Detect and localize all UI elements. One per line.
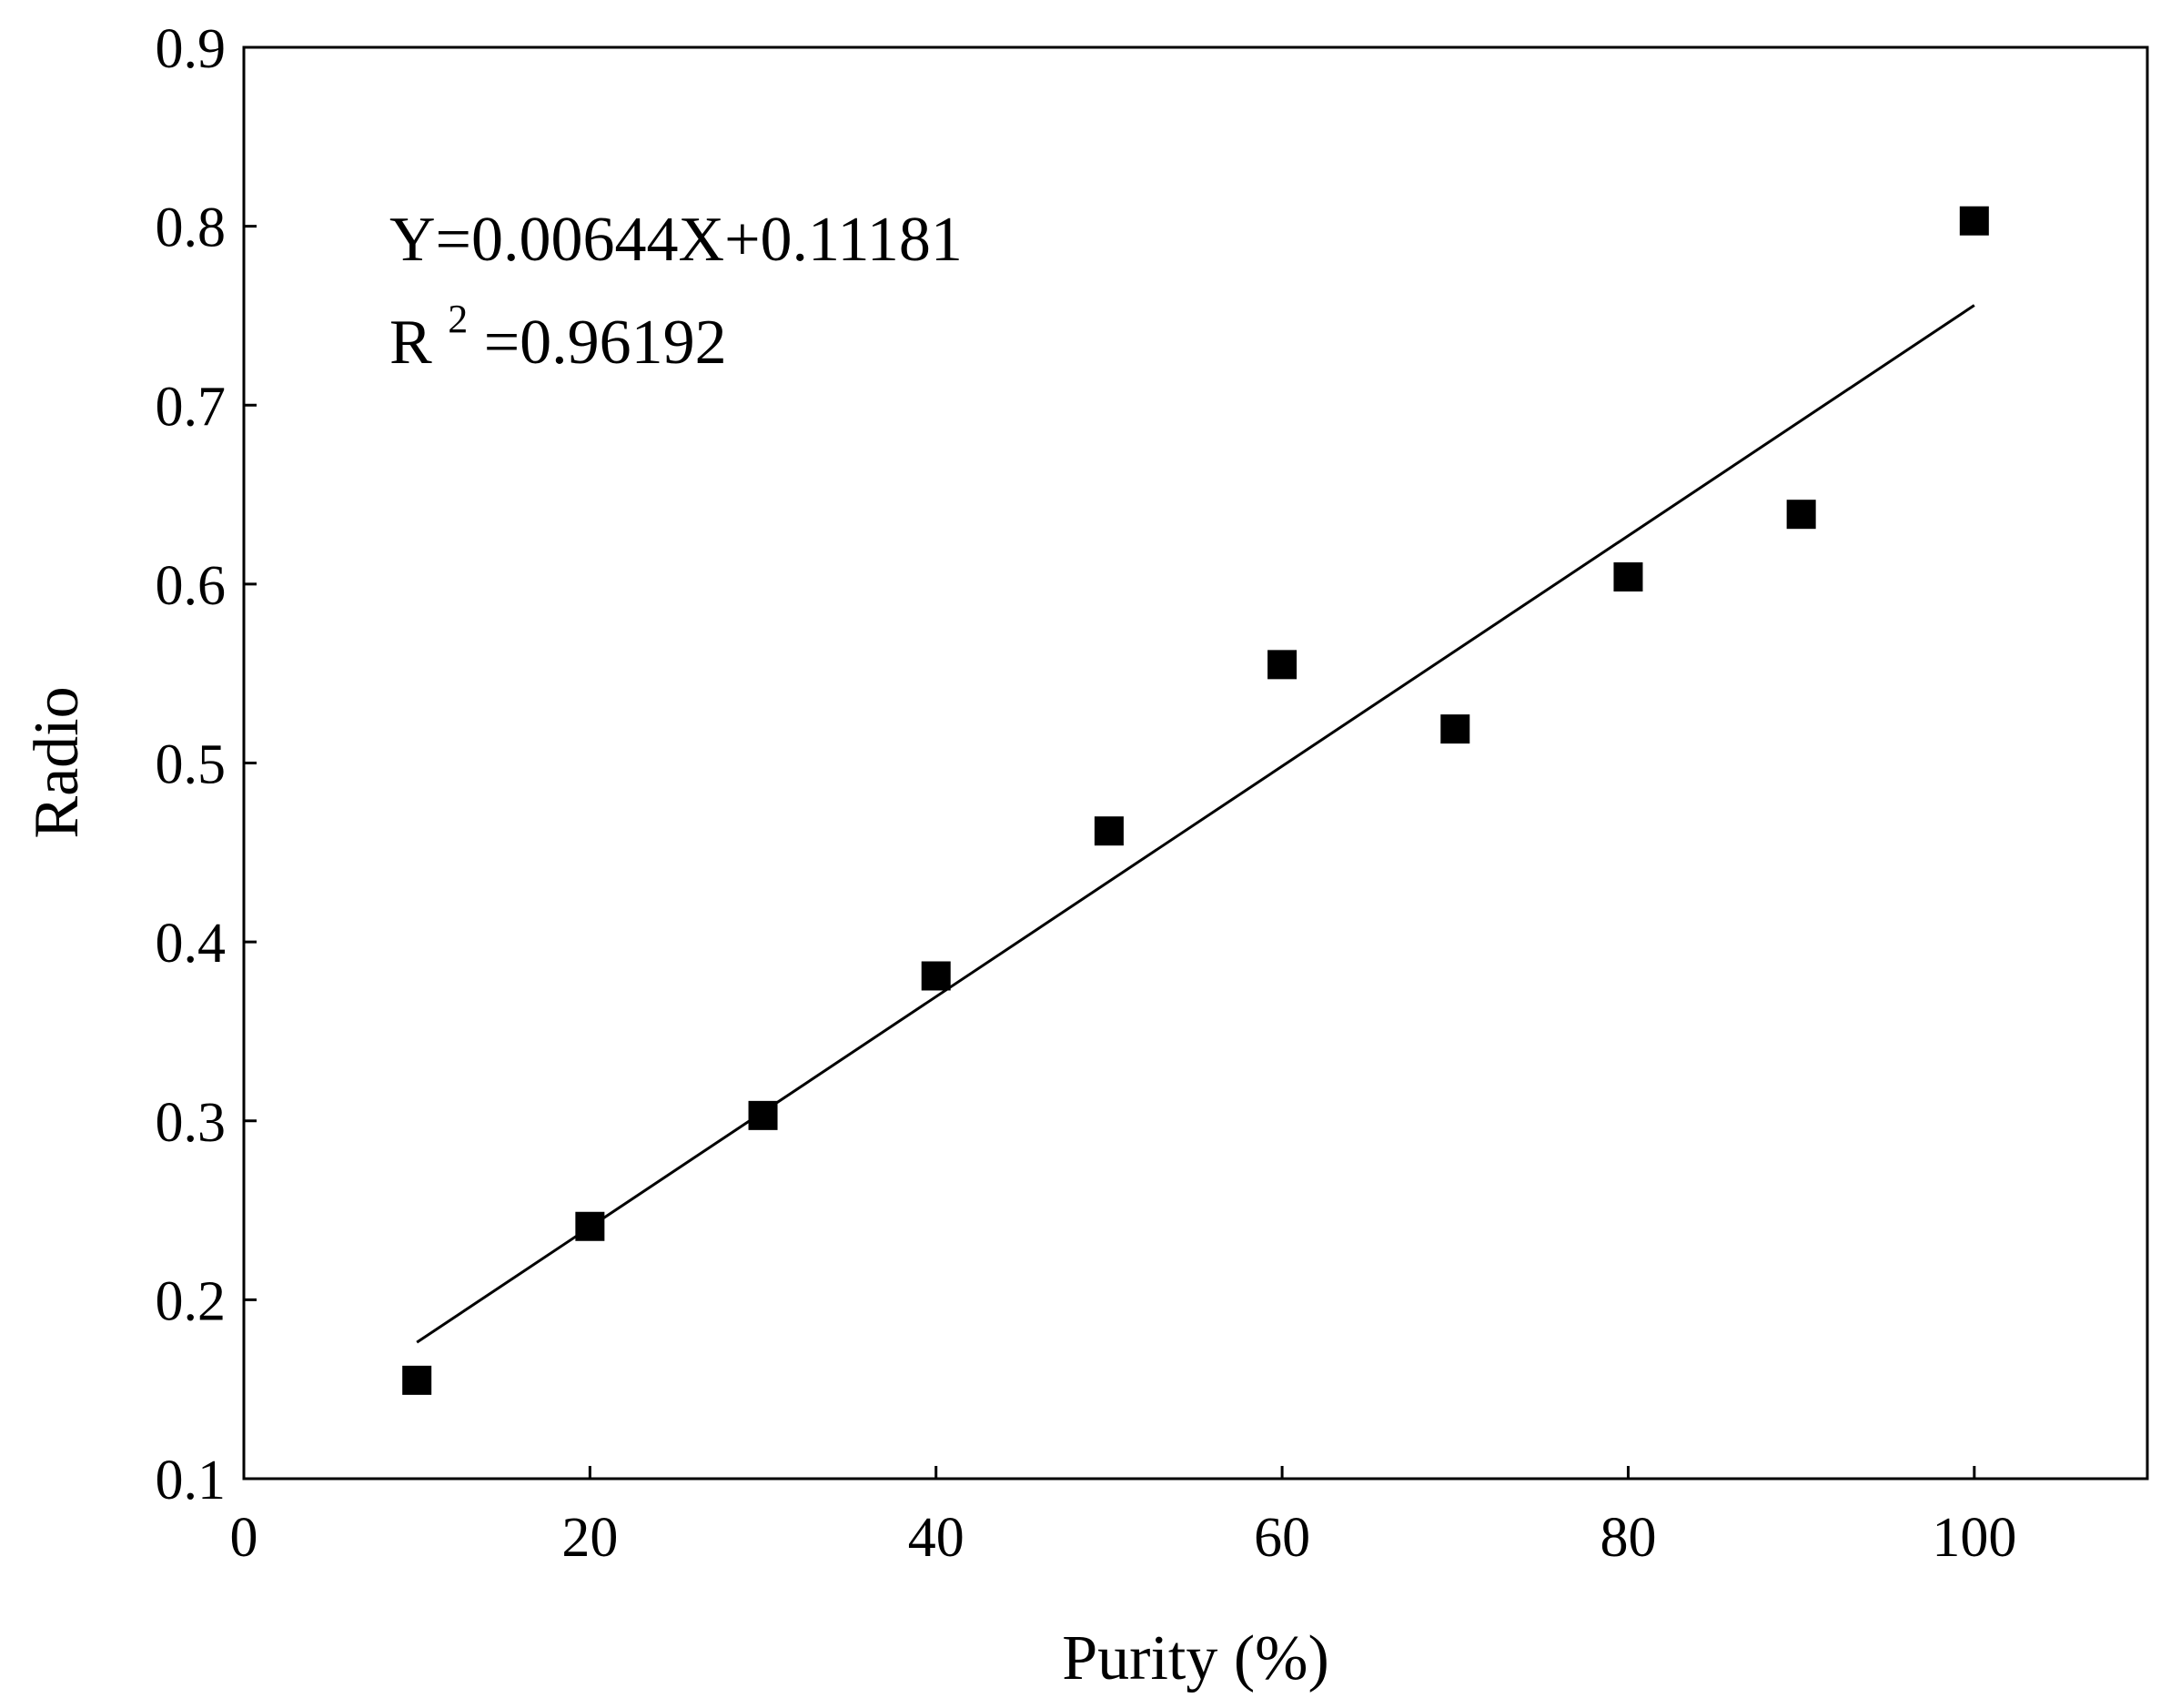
data-points-layer <box>402 206 1989 1395</box>
y-tick-label: 0.1 <box>156 1450 227 1511</box>
data-point <box>1094 816 1124 846</box>
x-tick-label: 100 <box>1932 1507 2016 1569</box>
data-point <box>1613 562 1643 592</box>
y-tick-label: 0.4 <box>156 913 227 975</box>
y-tick-label: 0.5 <box>156 734 227 796</box>
data-point <box>1440 714 1470 744</box>
r-squared-prefix: R <box>389 308 432 378</box>
data-point <box>748 1100 778 1130</box>
y-tick-label: 0.2 <box>156 1270 227 1332</box>
y-axis-ticks: 0.1 0.2 0.3 0.4 0.5 0.6 0.7 0.8 0.9 <box>156 18 257 1511</box>
regression-line <box>416 304 1975 1344</box>
data-point <box>1786 500 1816 530</box>
data-point <box>1959 206 1989 236</box>
y-tick-label: 0.8 <box>156 197 227 259</box>
x-tick-label: 80 <box>1600 1507 1656 1569</box>
r-squared-value: =0.96192 <box>484 308 727 378</box>
y-axis-label: Radio <box>22 686 92 838</box>
x-tick-label: 60 <box>1254 1507 1310 1569</box>
r-squared-annotation: R 2 =0.96192 <box>389 277 727 378</box>
x-tick-label: 40 <box>908 1507 964 1569</box>
data-point <box>921 961 951 991</box>
y-tick-label: 0.3 <box>156 1092 227 1154</box>
r-squared-exponent: 2 <box>448 297 468 341</box>
x-axis-ticks: 0 20 40 60 80 100 <box>230 1466 2016 1569</box>
fit-equation: Y=0.00644X+0.11181 <box>389 205 963 275</box>
x-axis-label: Purity (%) <box>1062 1623 1329 1693</box>
data-point <box>575 1211 605 1241</box>
regression-line-layer <box>416 304 1975 1344</box>
x-tick-label: 20 <box>561 1507 618 1569</box>
y-tick-label: 0.7 <box>156 376 227 438</box>
data-point <box>402 1365 432 1395</box>
y-tick-label: 0.9 <box>156 18 227 80</box>
data-point <box>1267 650 1297 680</box>
y-tick-label: 0.6 <box>156 555 227 617</box>
x-tick-label: 0 <box>230 1507 258 1569</box>
